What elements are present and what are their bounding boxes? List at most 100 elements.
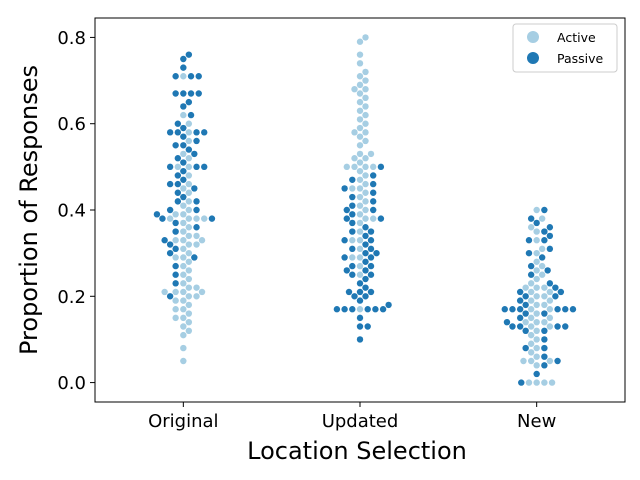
data-point-active — [533, 301, 540, 309]
data-point-passive — [525, 249, 533, 257]
data-point-active — [172, 297, 179, 304]
data-point-active — [362, 77, 369, 84]
data-point-passive — [349, 306, 356, 313]
data-point-active — [533, 267, 540, 274]
data-point-active — [343, 163, 350, 171]
data-point-active — [180, 331, 187, 339]
data-point-active — [180, 297, 187, 304]
data-point-active — [356, 51, 364, 58]
data-point-active — [546, 323, 554, 330]
data-point-passive — [541, 353, 548, 360]
data-point-active — [533, 336, 540, 343]
data-point-active — [180, 306, 187, 313]
data-point-passive — [525, 237, 533, 244]
data-point-active — [180, 344, 187, 352]
data-point-active — [362, 111, 369, 119]
data-point-passive — [527, 262, 535, 270]
data-point-passive — [546, 224, 554, 231]
data-point-passive — [562, 306, 569, 313]
data-point-passive — [522, 293, 529, 300]
data-point-active — [166, 215, 174, 222]
data-point-passive — [541, 336, 548, 343]
data-point-active — [185, 267, 193, 274]
data-point-active — [533, 206, 540, 214]
x-tick-label: Updated — [322, 411, 399, 432]
data-point-active — [362, 103, 369, 110]
data-point-active — [533, 249, 540, 257]
data-point-active — [356, 245, 364, 253]
y-tick-label: 0.4 — [57, 201, 86, 222]
data-point-passive — [172, 280, 179, 287]
legend: Active Passive — [512, 23, 618, 73]
data-point-passive — [527, 271, 535, 278]
data-point-passive — [159, 215, 166, 222]
data-point-passive — [193, 224, 200, 231]
data-point-passive — [367, 237, 375, 244]
data-point-active — [362, 215, 369, 222]
data-point-active — [356, 228, 364, 235]
data-point-active — [548, 379, 556, 386]
data-point-passive — [538, 254, 546, 261]
data-point-passive — [562, 323, 569, 330]
data-point-active — [180, 185, 187, 192]
data-point-passive — [193, 198, 200, 205]
data-point-passive — [370, 189, 377, 196]
data-point-active — [356, 90, 364, 97]
data-point-active — [362, 189, 369, 196]
data-point-passive — [373, 249, 380, 257]
data-point-passive — [174, 198, 182, 205]
data-point-active — [370, 163, 377, 171]
data-point-active — [351, 163, 358, 171]
data-point-passive — [180, 159, 187, 166]
x-axis: Original Updated New — [148, 402, 556, 432]
data-point-active — [533, 362, 540, 369]
data-point-active — [185, 224, 193, 231]
data-point-passive — [370, 180, 377, 188]
data-point-passive — [367, 288, 375, 296]
data-point-active — [533, 258, 540, 265]
data-point-passive — [349, 193, 356, 201]
data-point-passive — [195, 90, 202, 97]
data-point-active — [367, 150, 375, 158]
data-point-active — [541, 293, 548, 300]
data-point-passive — [522, 310, 529, 317]
data-point-active — [185, 275, 193, 283]
data-point-active — [362, 68, 369, 76]
data-point-active — [185, 284, 193, 291]
data-point-active — [356, 271, 364, 278]
data-point-active — [538, 271, 546, 278]
data-point-active — [185, 310, 193, 317]
data-point-active — [362, 163, 369, 171]
data-point-passive — [180, 55, 187, 63]
data-point-active — [356, 211, 364, 218]
data-point-active — [533, 228, 540, 235]
data-point-passive — [345, 288, 353, 296]
data-point-passive — [356, 314, 364, 322]
data-point-active — [193, 241, 200, 248]
swarm-points — [153, 34, 577, 386]
data-point-active — [362, 180, 369, 188]
data-point-passive — [180, 90, 187, 97]
data-point-passive — [174, 155, 182, 162]
data-point-active — [349, 185, 356, 192]
data-point-active — [533, 344, 540, 352]
data-point-passive — [166, 180, 174, 188]
data-point-passive — [362, 249, 369, 257]
data-point-active — [185, 241, 193, 248]
data-point-active — [362, 34, 369, 41]
data-point-active — [198, 288, 206, 296]
data-point-passive — [172, 142, 179, 149]
data-point-passive — [544, 267, 551, 274]
data-point-active — [180, 111, 187, 119]
data-point-passive — [180, 103, 187, 110]
data-point-active — [180, 150, 187, 158]
data-point-passive — [362, 241, 369, 248]
data-point-active — [351, 129, 358, 136]
data-point-passive — [343, 267, 350, 274]
data-point-active — [180, 357, 187, 365]
data-point-active — [546, 306, 554, 313]
data-point-passive — [180, 167, 187, 175]
data-point-passive — [370, 172, 377, 179]
data-point-active — [349, 237, 356, 244]
y-tick-label: 0.0 — [57, 373, 86, 394]
